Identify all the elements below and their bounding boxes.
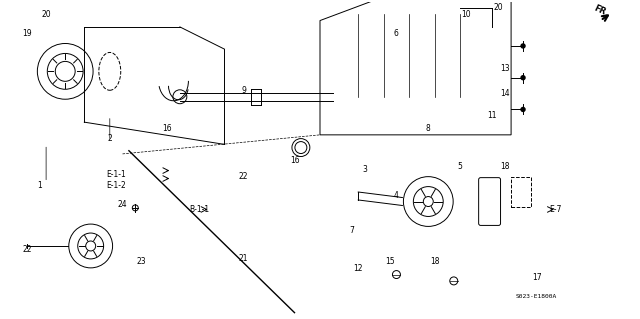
Text: 17: 17 bbox=[532, 273, 541, 282]
Text: 3: 3 bbox=[362, 165, 367, 174]
Text: 2: 2 bbox=[108, 134, 112, 143]
Text: 22: 22 bbox=[22, 245, 32, 254]
Text: E-7: E-7 bbox=[550, 205, 562, 214]
Text: 21: 21 bbox=[239, 254, 248, 263]
Text: 10: 10 bbox=[461, 10, 471, 19]
Text: 20: 20 bbox=[42, 10, 51, 19]
Text: 18: 18 bbox=[500, 162, 509, 171]
Text: 8: 8 bbox=[426, 124, 431, 133]
Circle shape bbox=[521, 108, 525, 111]
Text: 16: 16 bbox=[290, 156, 300, 165]
Text: 4: 4 bbox=[394, 191, 399, 200]
Text: 11: 11 bbox=[487, 111, 497, 120]
Text: B-1-1: B-1-1 bbox=[189, 205, 209, 214]
Text: 14: 14 bbox=[500, 89, 509, 98]
Text: 5: 5 bbox=[458, 162, 463, 171]
Circle shape bbox=[521, 44, 525, 48]
Text: E-1-1: E-1-1 bbox=[106, 170, 126, 179]
Text: 23: 23 bbox=[137, 257, 147, 266]
Text: 22: 22 bbox=[239, 172, 248, 181]
Text: FR.: FR. bbox=[592, 4, 610, 19]
Text: 7: 7 bbox=[349, 226, 355, 234]
Text: 15: 15 bbox=[385, 257, 395, 266]
Text: 20: 20 bbox=[493, 4, 503, 12]
Text: 24: 24 bbox=[118, 200, 127, 209]
Text: 18: 18 bbox=[430, 257, 440, 266]
Circle shape bbox=[521, 76, 525, 80]
Text: 19: 19 bbox=[22, 29, 32, 38]
Text: 13: 13 bbox=[500, 64, 509, 73]
Text: 9: 9 bbox=[241, 86, 246, 95]
Text: 12: 12 bbox=[353, 264, 363, 273]
Text: E-1-2: E-1-2 bbox=[106, 181, 126, 190]
Text: 16: 16 bbox=[163, 124, 172, 133]
Text: 1: 1 bbox=[37, 181, 42, 190]
Text: S023-E1800A: S023-E1800A bbox=[516, 294, 557, 299]
Bar bbox=[511, 177, 531, 207]
Text: 6: 6 bbox=[394, 29, 399, 38]
